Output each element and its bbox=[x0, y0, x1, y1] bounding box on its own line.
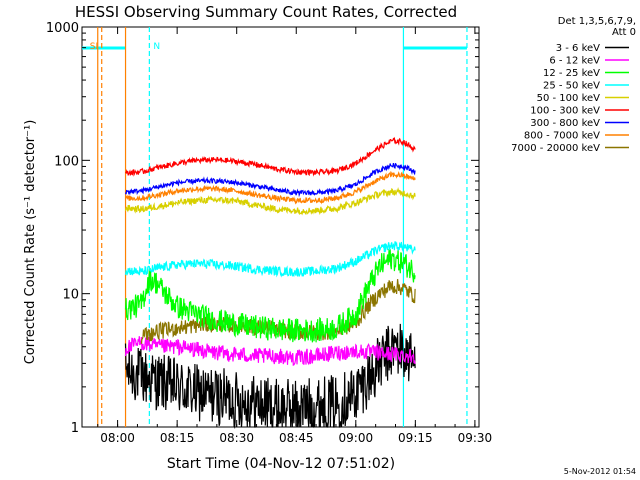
series-line bbox=[125, 136, 416, 177]
x-tick-label: 09:30 bbox=[458, 431, 493, 445]
footer-date: 5-Nov-2012 01:54 bbox=[564, 467, 636, 476]
legend-entry-label: 7000 - 20000 keV bbox=[511, 143, 600, 154]
legend-entry-label: 300 - 800 keV bbox=[530, 118, 600, 129]
series-line bbox=[124, 186, 416, 216]
overlay-layer: SI N bbox=[82, 27, 468, 427]
x-tick-label: 09:00 bbox=[339, 431, 374, 445]
legend-entry-label: 800 - 7000 keV bbox=[524, 131, 600, 142]
legend-entry-label: 3 - 6 keV bbox=[556, 43, 600, 54]
x-axis-label: Start Time (04-Nov-12 07:51:02) bbox=[167, 456, 395, 472]
flag-marker-label: N bbox=[153, 42, 160, 52]
legend-entry-label: 100 - 300 keV bbox=[530, 106, 600, 117]
series-line bbox=[124, 248, 416, 343]
series-line bbox=[124, 336, 416, 367]
y-tick-label: 1000 bbox=[46, 21, 79, 36]
x-tick-label: 08:00 bbox=[100, 431, 135, 445]
legend-entry-label: 6 - 12 keV bbox=[549, 56, 600, 67]
series-line bbox=[125, 170, 416, 205]
x-tick-label: 08:15 bbox=[160, 431, 195, 445]
legend: Det 1,3,5,6,7,9,Att 0 3 - 6 keV 6 - 12 keV… bbox=[511, 16, 636, 154]
axis-layer: 08:00 08:15 08:30 08:45 09:00 09:15 09:30 1 10 10… bbox=[46, 21, 492, 445]
y-tick-label: 10 bbox=[62, 288, 79, 303]
x-tick-label: 08:30 bbox=[219, 431, 254, 445]
legend-entry-label: 25 - 50 keV bbox=[543, 81, 600, 92]
legend-entry-label: 50 - 100 keV bbox=[537, 93, 601, 104]
y-tick-label: 100 bbox=[54, 154, 79, 169]
series-layer bbox=[124, 136, 416, 429]
legend-header: Det 1,3,5,6,7,9, bbox=[558, 16, 636, 27]
series-line bbox=[124, 241, 416, 278]
y-axis-label: Corrected Count Rate (s⁻¹ detector⁻¹) bbox=[23, 120, 38, 365]
series-line bbox=[124, 323, 416, 429]
flag-marker-label: SI bbox=[90, 42, 98, 52]
x-tick-label: 08:45 bbox=[279, 431, 314, 445]
chart-title: HESSI Observing Summary Count Rates, Cor… bbox=[75, 3, 457, 21]
plot-area bbox=[81, 26, 480, 428]
legend-header: Att 0 bbox=[612, 27, 636, 38]
y-tick-label: 1 bbox=[71, 421, 79, 436]
series-line bbox=[124, 162, 416, 198]
x-tick-label: 09:15 bbox=[398, 431, 433, 445]
legend-entry-label: 12 - 25 keV bbox=[543, 68, 600, 79]
